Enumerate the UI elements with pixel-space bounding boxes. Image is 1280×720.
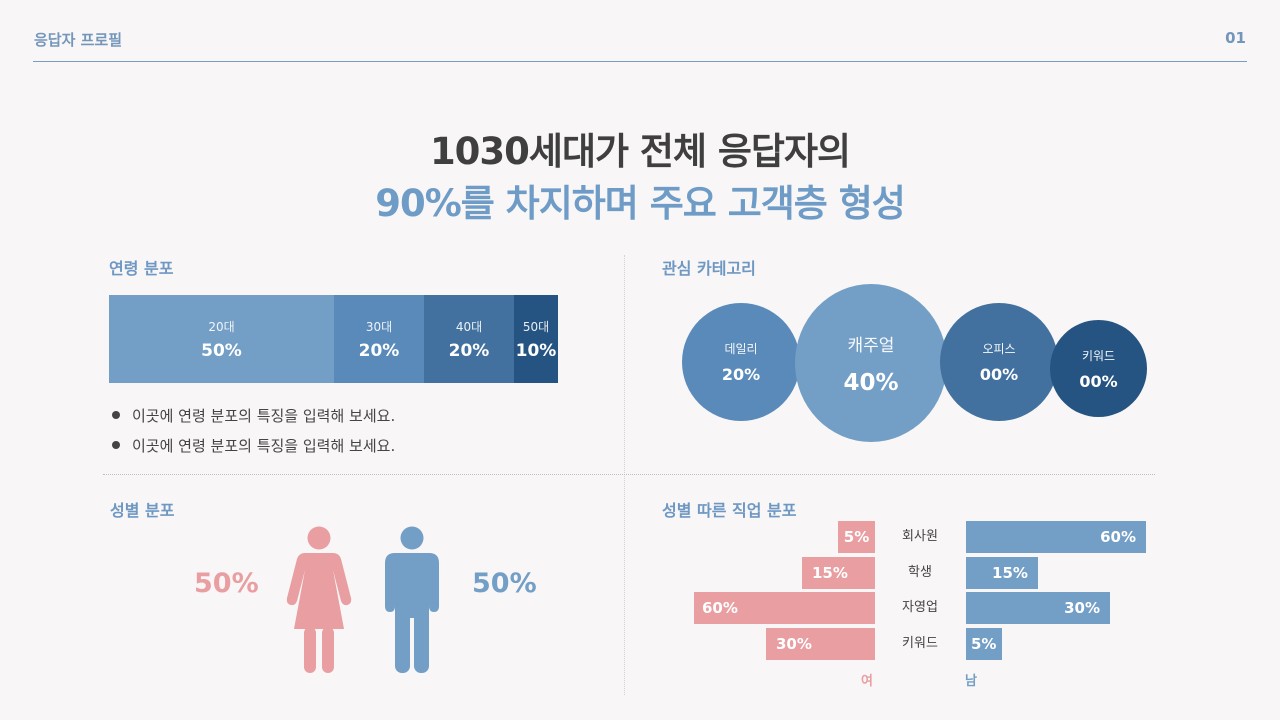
age-stacked-bar: 20대 50% 30대 20% 40대 20% 50대 10% <box>109 295 558 383</box>
bubble-value: 40% <box>843 369 899 396</box>
bar-value: 5% <box>843 528 870 546</box>
male-bar-student: 15% <box>966 557 1038 589</box>
age-segment-30s: 30대 20% <box>334 295 424 383</box>
job-label: 회사원 <box>902 529 938 544</box>
female-figure-icon <box>286 526 352 673</box>
male-percent: 50% <box>472 568 537 599</box>
bar-value: 5% <box>971 635 997 653</box>
bar-value: 60% <box>1100 528 1136 546</box>
bubble-label: 오피스 <box>982 342 1016 356</box>
bubble-label: 데일리 <box>724 342 758 356</box>
age-segment-50s: 50대 10% <box>514 295 558 383</box>
bubble-daily: 데일리 20% <box>682 303 800 421</box>
bar-value: 60% <box>702 599 738 617</box>
note-text: 이곳에 연령 분포의 특징을 입력해 보세요. <box>132 406 396 425</box>
headline-line-1: 1030세대가 전체 응답자의 <box>429 130 851 173</box>
bubble-value: 00% <box>979 365 1019 384</box>
female-bar-self-employed: 60% <box>694 592 875 624</box>
age-label: 40대 <box>455 319 483 334</box>
bubble-value: 20% <box>721 365 761 384</box>
age-label: 20대 <box>208 319 235 334</box>
male-axis-label: 남 <box>965 674 977 689</box>
list-item: 이곳에 연령 분포의 특징을 입력해 보세요. <box>109 400 395 430</box>
age-value: 20% <box>448 340 490 361</box>
vertical-divider <box>624 255 625 695</box>
bubble-label: 키워드 <box>1081 348 1116 363</box>
bubble-value: 00% <box>1079 371 1118 391</box>
bar-value: 30% <box>1064 599 1100 617</box>
job-label: 자영업 <box>902 600 938 615</box>
section-header-title: 응답자 프로필 <box>34 31 123 49</box>
male-bar-office-worker: 60% <box>966 521 1146 553</box>
gender-section-title: 성별 분포 <box>110 501 175 520</box>
age-segment-20s: 20대 50% <box>109 295 334 383</box>
age-value: 10% <box>515 340 557 361</box>
bubble-label: 캐주얼 <box>847 335 895 356</box>
note-text: 이곳에 연령 분포의 특징을 입력해 보세요. <box>132 436 396 455</box>
bubble-keyword: 키워드 00% <box>1050 320 1147 417</box>
bar-value: 15% <box>812 564 848 582</box>
bar-value: 15% <box>992 564 1028 582</box>
female-axis-label: 여 <box>861 674 873 689</box>
horizontal-divider <box>103 474 1155 475</box>
job-section-title: 성별 따른 직업 분포 <box>662 501 797 520</box>
headline-line-2: 90%를 차지하며 주요 고객층 형성 <box>375 182 906 225</box>
job-label: 학생 <box>908 565 932 580</box>
bullet-icon <box>112 411 120 419</box>
job-label: 키워드 <box>902 636 938 651</box>
age-value: 20% <box>358 340 400 361</box>
male-bar-keyword: 5% <box>966 628 1002 660</box>
age-label: 30대 <box>365 319 393 334</box>
header-divider <box>33 61 1247 62</box>
male-figure-icon <box>385 526 439 673</box>
age-notes-list: 이곳에 연령 분포의 특징을 입력해 보세요. 이곳에 연령 분포의 특징을 입… <box>109 400 395 460</box>
female-bar-office-worker: 5% <box>838 521 875 553</box>
age-section-title: 연령 분포 <box>109 259 174 278</box>
bubble-office: 오피스 00% <box>940 303 1058 421</box>
interest-section-title: 관심 카테고리 <box>662 259 756 278</box>
page-number: 01 <box>1225 29 1246 47</box>
list-item: 이곳에 연령 분포의 특징을 입력해 보세요. <box>109 430 395 460</box>
female-percent: 50% <box>194 568 259 599</box>
age-segment-40s: 40대 20% <box>424 295 514 383</box>
female-bar-student: 15% <box>802 557 875 589</box>
female-bar-keyword: 30% <box>766 628 875 660</box>
bar-value: 30% <box>776 635 812 653</box>
bullet-icon <box>112 441 120 449</box>
age-label: 50대 <box>522 319 550 334</box>
male-bar-self-employed: 30% <box>966 592 1110 624</box>
bubble-casual: 캐주얼 40% <box>795 284 947 442</box>
age-value: 50% <box>201 340 242 361</box>
